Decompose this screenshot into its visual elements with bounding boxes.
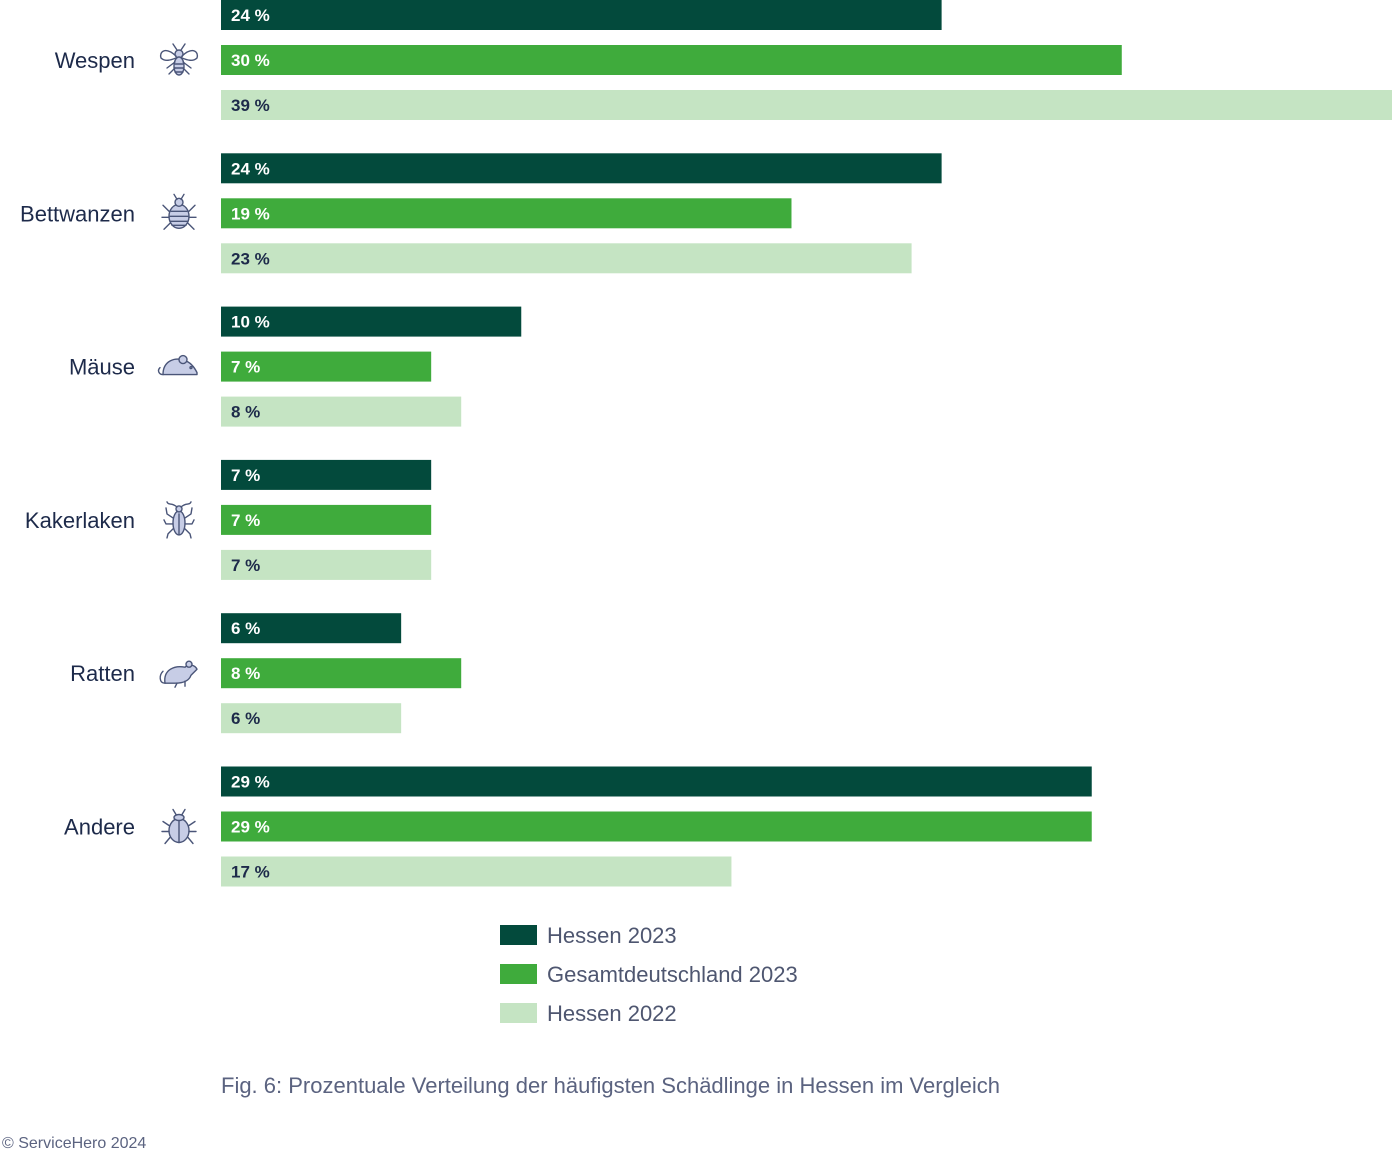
category-label-0: Wespen	[55, 48, 135, 73]
data-label-5-2: 17 %	[231, 863, 270, 882]
data-label-3-0: 7 %	[231, 466, 260, 485]
bar-4-0	[221, 613, 402, 644]
bar-0-2	[221, 90, 1392, 120]
legend: Hessen 2023 Gesamtdeutschland 2023 Hessen …	[500, 923, 798, 1026]
data-label-0-0: 24 %	[231, 6, 270, 25]
bar-2-0	[221, 306, 522, 337]
data-label-5-0: 29 %	[231, 773, 270, 792]
category-label-3: Kakerlaken	[25, 508, 135, 533]
legend-swatch-0	[500, 925, 537, 945]
category-icons	[157, 43, 199, 845]
beetle-icon	[161, 808, 197, 845]
data-label-1-0: 24 %	[231, 159, 270, 178]
data-label-3-2: 7 %	[231, 556, 260, 575]
category-label-4: Ratten	[70, 661, 135, 686]
bar-3-1	[221, 504, 432, 535]
data-label-2-1: 7 %	[231, 358, 260, 377]
category-labels: Wespen Bettwanzen Mäuse Kakerlaken Ratten And…	[20, 48, 135, 840]
data-label-1-1: 19 %	[231, 204, 270, 223]
data-label-4-1: 8 %	[231, 664, 260, 683]
bars-layer: 24 % 30 % 39 % 24 % 19 % 23 % 10 % 7 % 8 % 7 % 7 %…	[221, 0, 1392, 887]
bar-2-2	[221, 396, 462, 427]
data-label-2-2: 8 %	[231, 403, 260, 422]
cockroach-icon	[163, 501, 195, 539]
bar-5-2	[221, 856, 732, 887]
data-label-1-2: 23 %	[231, 249, 270, 268]
data-label-2-0: 10 %	[231, 313, 270, 332]
copyright-text: © ServiceHero 2024	[2, 1135, 146, 1152]
legend-swatch-2	[500, 1003, 537, 1023]
mouse-icon	[157, 354, 198, 376]
data-label-0-1: 30 %	[231, 51, 270, 70]
category-label-5: Andere	[64, 815, 135, 840]
bar-4-2	[221, 703, 402, 734]
legend-label-0: Hessen 2023	[547, 923, 677, 948]
bedbug-icon	[161, 193, 197, 231]
data-label-4-0: 6 %	[231, 619, 260, 638]
data-label-4-2: 6 %	[231, 709, 260, 728]
bar-0-1	[221, 45, 1122, 75]
wasp-icon	[159, 43, 199, 76]
figure-caption: Fig. 6: Prozentuale Verteilung der häufi…	[221, 1073, 1000, 1098]
bar-1-2	[221, 243, 912, 274]
bar-0-0	[221, 0, 942, 30]
bar-2-1	[221, 351, 432, 382]
bar-5-0	[221, 766, 1092, 797]
bar-4-1	[221, 658, 462, 689]
data-label-3-1: 7 %	[231, 511, 260, 530]
bar-1-1	[221, 198, 792, 229]
bar-3-2	[221, 549, 432, 580]
legend-label-1: Gesamtdeutschland 2023	[547, 962, 798, 987]
rat-icon	[159, 660, 198, 688]
data-label-5-1: 29 %	[231, 818, 270, 837]
bar-1-0	[221, 153, 942, 184]
category-label-1: Bettwanzen	[20, 201, 135, 226]
legend-swatch-1	[500, 964, 537, 984]
category-label-2: Mäuse	[69, 355, 135, 380]
data-label-0-2: 39 %	[231, 96, 270, 115]
bar-5-1	[221, 811, 1092, 842]
legend-label-2: Hessen 2022	[547, 1001, 677, 1026]
bar-3-0	[221, 459, 432, 490]
